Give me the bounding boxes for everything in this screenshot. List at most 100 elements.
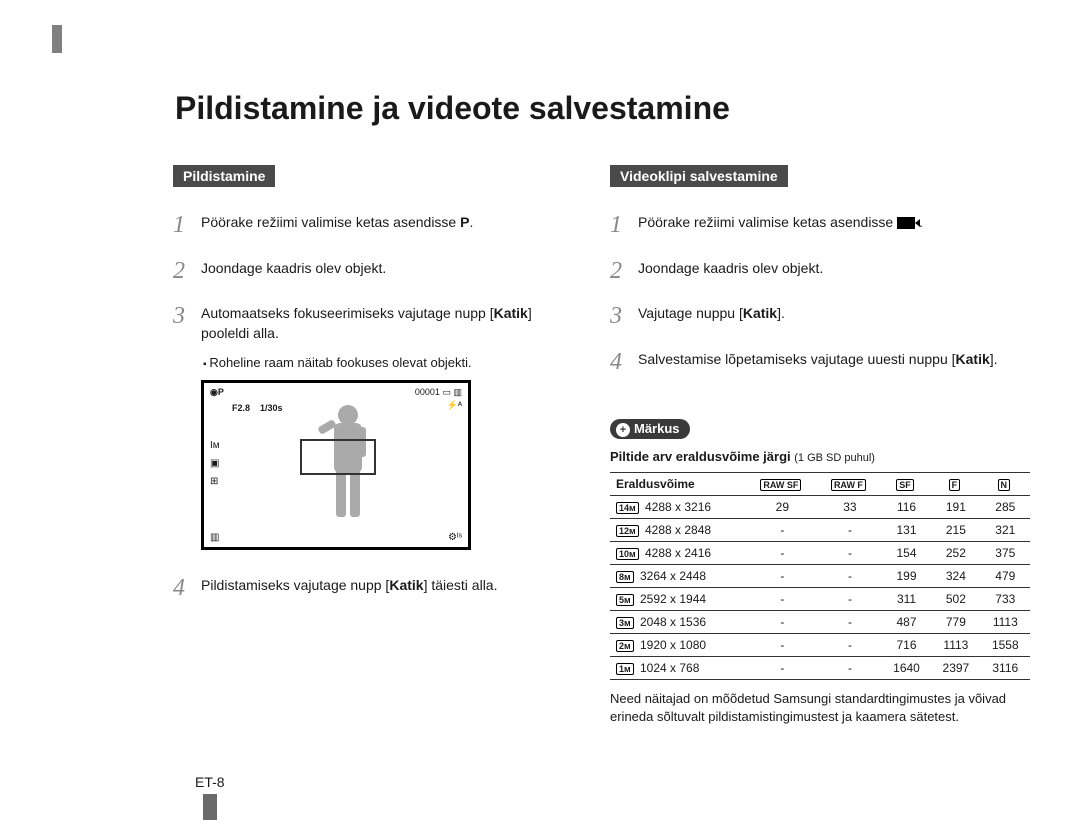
table-row: 3ᴍ 2048 x 1536--4877791113	[610, 610, 1030, 633]
lcd-top-left: ◉P	[210, 387, 224, 398]
lcd-mode-icon: ◉P	[210, 387, 224, 397]
count-cell: 1113	[981, 610, 1030, 633]
step-text: Pildistamiseks vajutage nupp [Katik] täi…	[201, 572, 498, 596]
count-cell: -	[747, 518, 818, 541]
count-cell: 321	[981, 518, 1030, 541]
count-cell: -	[747, 541, 818, 564]
size-icon: 8ᴍ	[616, 571, 634, 583]
lcd-shutter: 1/30s	[260, 403, 283, 413]
count-cell: 779	[931, 610, 980, 633]
mode-p-icon: P	[460, 213, 469, 233]
manual-page: Pildistamine ja videote salvestamine Pil…	[60, 0, 1020, 800]
page-number: ET-8	[195, 774, 225, 790]
size-icon: 2ᴍ	[616, 640, 634, 652]
resolution-cell: 12ᴍ 4288 x 2848	[610, 518, 747, 541]
table-header-cell: RAW F	[818, 472, 882, 495]
lcd-preview: ◉P F2.8 1/30s 00001 ▭ ▥ ⚡ᴬ Iᴍ ▣ ⊞ ▥ ⚙ᴵˢ	[201, 380, 471, 550]
lcd-left-icons: Iᴍ ▣ ⊞	[210, 437, 220, 491]
table-row: 10ᴍ 4288 x 2416--154252375	[610, 541, 1030, 564]
page-number-bar	[203, 794, 217, 820]
step-text: Joondage kaadris olev objekt.	[201, 255, 386, 279]
count-cell: 1113	[931, 633, 980, 656]
step-number: 2	[173, 255, 201, 289]
lcd-bottom-left: ▥	[210, 532, 219, 543]
resolution-cell: 10ᴍ 4288 x 2416	[610, 541, 747, 564]
count-cell: -	[818, 564, 882, 587]
count-cell: -	[747, 564, 818, 587]
resolution-cell: 2ᴍ 1920 x 1080	[610, 633, 747, 656]
step-number: 4	[610, 346, 638, 380]
note-title: Piltide arv eraldusvõime järgi (1 GB SD …	[610, 449, 1030, 464]
table-header-cell: F	[931, 472, 980, 495]
right-steps-list: 1 Pöörake režiimi valimise ketas asendis…	[610, 209, 1030, 379]
count-cell: 154	[882, 541, 931, 564]
step: 2 Joondage kaadris olev objekt.	[173, 255, 573, 289]
left-steps-list: 1 Pöörake režiimi valimise ketas asendis…	[173, 209, 573, 343]
count-cell: 487	[882, 610, 931, 633]
count-cell: 716	[882, 633, 931, 656]
step-text: Pöörake režiimi valimise ketas asendisse…	[201, 209, 473, 233]
count-cell: -	[818, 587, 882, 610]
step: 1 Pöörake režiimi valimise ketas asendis…	[173, 209, 573, 243]
table-header-row: EraldusvõimeRAW SFRAW FSFFN	[610, 472, 1030, 495]
table-row: 5ᴍ 2592 x 1944--311502733	[610, 587, 1030, 610]
count-cell: 33	[818, 495, 882, 518]
step-text: Automaatseks fokuseerimiseks vajutage nu…	[201, 300, 573, 343]
table-row: 12ᴍ 4288 x 2848--131215321	[610, 518, 1030, 541]
size-icon: 14ᴍ	[616, 502, 639, 514]
count-cell: 131	[882, 518, 931, 541]
section-heading-photo: Pildistamine	[173, 165, 275, 187]
step: 1 Pöörake režiimi valimise ketas asendis…	[610, 209, 1030, 243]
page-title: Pildistamine ja videote salvestamine	[175, 90, 730, 127]
table-row: 8ᴍ 3264 x 2448--199324479	[610, 564, 1030, 587]
lcd-focus-frame	[300, 439, 376, 475]
plus-icon: +	[616, 423, 630, 437]
note-title-small: (1 GB SD puhul)	[794, 452, 875, 464]
size-icon: 12ᴍ	[616, 525, 639, 537]
count-cell: 116	[882, 495, 931, 518]
table-footnote: Need näitajad on mõõdetud Samsungi stand…	[610, 690, 1030, 726]
count-cell: 502	[931, 587, 980, 610]
lcd-battery-icon: ▥	[453, 387, 462, 397]
size-icon: 10ᴍ	[616, 548, 639, 560]
count-cell: 29	[747, 495, 818, 518]
count-cell: 252	[931, 541, 980, 564]
count-cell: 479	[981, 564, 1030, 587]
lcd-raw-icon: ▭	[442, 387, 451, 397]
table-row: 2ᴍ 1920 x 1080--71611131558	[610, 633, 1030, 656]
table-header-cell: N	[981, 472, 1030, 495]
quality-icon: F	[949, 479, 961, 491]
step: 4 Salvestamise lõpetamiseks vajutage uue…	[610, 346, 1030, 380]
lcd-bottom-right: ⚙ᴵˢ	[448, 532, 462, 543]
resolution-cell: 8ᴍ 3264 x 2448	[610, 564, 747, 587]
left-substep: Roheline raam näitab fookuses olevat obj…	[203, 355, 573, 370]
table-header-cell: Eraldusvõime	[610, 472, 747, 495]
count-cell: -	[747, 656, 818, 679]
quality-icon: N	[998, 479, 1011, 491]
count-cell: 1640	[882, 656, 931, 679]
step: 3 Vajutage nuppu [Katik].	[610, 300, 1030, 334]
lcd-counter: 00001	[415, 387, 440, 397]
size-icon: 1ᴍ	[616, 663, 634, 675]
step-text: Joondage kaadris olev objekt.	[638, 255, 823, 279]
step-text: Vajutage nuppu [Katik].	[638, 300, 785, 324]
count-cell: -	[818, 633, 882, 656]
count-cell: 191	[931, 495, 980, 518]
right-column: Videoklipi salvestamine 1 Pöörake režiim…	[610, 165, 1030, 726]
left-column: Pildistamine 1 Pöörake režiimi valimise …	[173, 165, 573, 618]
count-cell: -	[818, 610, 882, 633]
size-icon: 3ᴍ	[616, 617, 634, 629]
count-cell: 2397	[931, 656, 980, 679]
step-number: 3	[610, 300, 638, 334]
lcd-top-right: 00001 ▭ ▥ ⚡ᴬ	[415, 387, 462, 411]
quality-icon: SF	[896, 479, 914, 491]
count-cell: 3116	[981, 656, 1030, 679]
note-title-bold: Piltide arv eraldusvõime järgi	[610, 449, 791, 464]
step-number: 2	[610, 255, 638, 289]
lcd-aperture: F2.8	[232, 403, 250, 413]
step-number: 1	[610, 209, 638, 243]
note-heading-label: Märkus	[634, 421, 680, 436]
resolution-cell: 1ᴍ 1024 x 768	[610, 656, 747, 679]
quality-icon: RAW F	[831, 479, 866, 491]
count-cell: -	[818, 541, 882, 564]
